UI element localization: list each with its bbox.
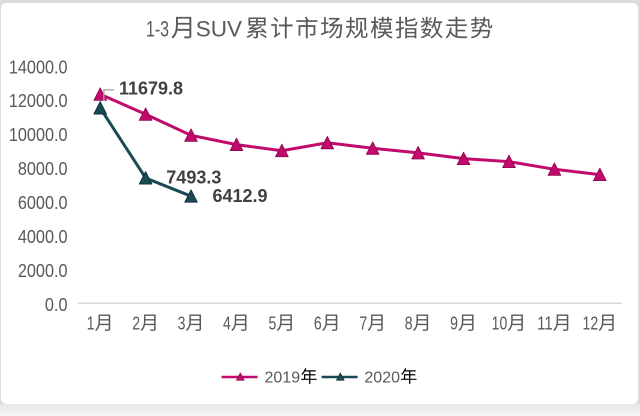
svg-text:11: 11: [537, 314, 553, 334]
svg-text:1-3: 1-3: [146, 17, 169, 42]
svg-text:9: 9: [450, 314, 458, 334]
svg-text:5: 5: [268, 314, 276, 334]
svg-text:10000.0: 10000.0: [9, 124, 68, 145]
svg-text:7493.3: 7493.3: [166, 167, 221, 187]
svg-text:6: 6: [314, 314, 322, 334]
svg-text:2000.0: 2000.0: [18, 260, 68, 281]
svg-text:8000.0: 8000.0: [18, 158, 68, 179]
svg-text:12: 12: [583, 314, 599, 334]
svg-text:10: 10: [492, 314, 508, 334]
svg-text:2020: 2020: [364, 370, 400, 387]
svg-text:4000.0: 4000.0: [18, 226, 68, 247]
svg-text:3: 3: [178, 314, 186, 334]
svg-text:6412.9: 6412.9: [213, 186, 268, 206]
svg-text:11679.8: 11679.8: [119, 79, 183, 99]
svg-text:8: 8: [405, 314, 413, 334]
svg-text:4: 4: [223, 314, 231, 334]
svg-text:SUV: SUV: [196, 17, 242, 42]
svg-text:2019: 2019: [265, 370, 301, 387]
svg-text:1: 1: [87, 314, 95, 334]
svg-text:0.0: 0.0: [45, 294, 68, 315]
svg-text:14000.0: 14000.0: [9, 56, 68, 77]
svg-text:6000.0: 6000.0: [18, 192, 68, 213]
svg-text:12000.0: 12000.0: [9, 90, 68, 111]
svg-text:7: 7: [359, 314, 367, 334]
svg-text:2: 2: [132, 314, 140, 334]
